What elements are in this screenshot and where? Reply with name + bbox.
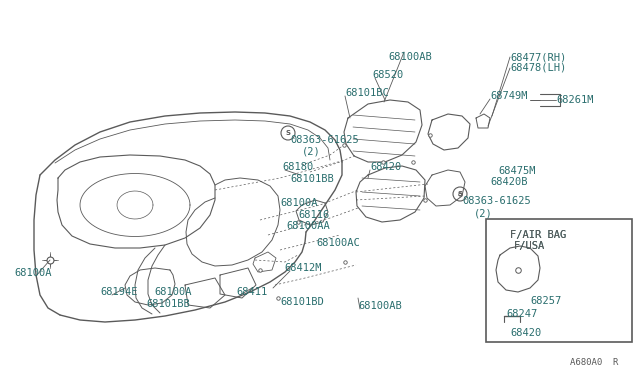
Text: 68520: 68520: [372, 70, 403, 80]
Text: 68749M: 68749M: [490, 91, 527, 101]
Text: F/AIR BAG: F/AIR BAG: [510, 230, 566, 240]
Text: 68478(LH): 68478(LH): [510, 63, 566, 73]
Text: 68261M: 68261M: [556, 95, 593, 105]
Text: 68194E: 68194E: [100, 287, 138, 297]
Text: F/AIR BAG: F/AIR BAG: [510, 230, 566, 240]
Text: S: S: [458, 191, 463, 197]
Text: 68420B: 68420B: [490, 177, 527, 187]
Text: F/USA: F/USA: [514, 241, 545, 251]
Text: (2): (2): [302, 147, 321, 157]
Text: 08363-61625: 08363-61625: [462, 196, 531, 206]
Text: 68477(RH): 68477(RH): [510, 52, 566, 62]
Text: 08363-61625: 08363-61625: [290, 135, 359, 145]
Text: 68100A: 68100A: [154, 287, 191, 297]
Text: 68180: 68180: [282, 162, 313, 172]
Text: 68100AB: 68100AB: [388, 52, 432, 62]
Text: 68475M: 68475M: [498, 166, 536, 176]
Text: 68101BD: 68101BD: [280, 297, 324, 307]
Text: 68101BB: 68101BB: [290, 174, 333, 184]
Text: 68100A: 68100A: [14, 268, 51, 278]
Text: 68412M: 68412M: [284, 263, 321, 273]
Text: 68100AC: 68100AC: [316, 238, 360, 248]
Text: 68100A: 68100A: [280, 198, 317, 208]
Text: 68420: 68420: [510, 328, 541, 338]
Text: 68420: 68420: [370, 162, 401, 172]
Text: 68101BC: 68101BC: [345, 88, 388, 98]
Text: F/USA: F/USA: [514, 241, 545, 251]
Text: 68100AB: 68100AB: [358, 301, 402, 311]
Text: 68100AA: 68100AA: [286, 221, 330, 231]
Text: 68101BB: 68101BB: [146, 299, 189, 309]
Text: A680A0  R: A680A0 R: [570, 358, 618, 367]
Text: 68247: 68247: [506, 309, 537, 319]
Text: 68411: 68411: [236, 287, 268, 297]
Bar: [486, 219, 632, 342]
Text: 68116: 68116: [298, 210, 329, 220]
Text: S: S: [285, 130, 291, 136]
Text: (2): (2): [474, 208, 493, 218]
Text: 68257: 68257: [530, 296, 561, 306]
